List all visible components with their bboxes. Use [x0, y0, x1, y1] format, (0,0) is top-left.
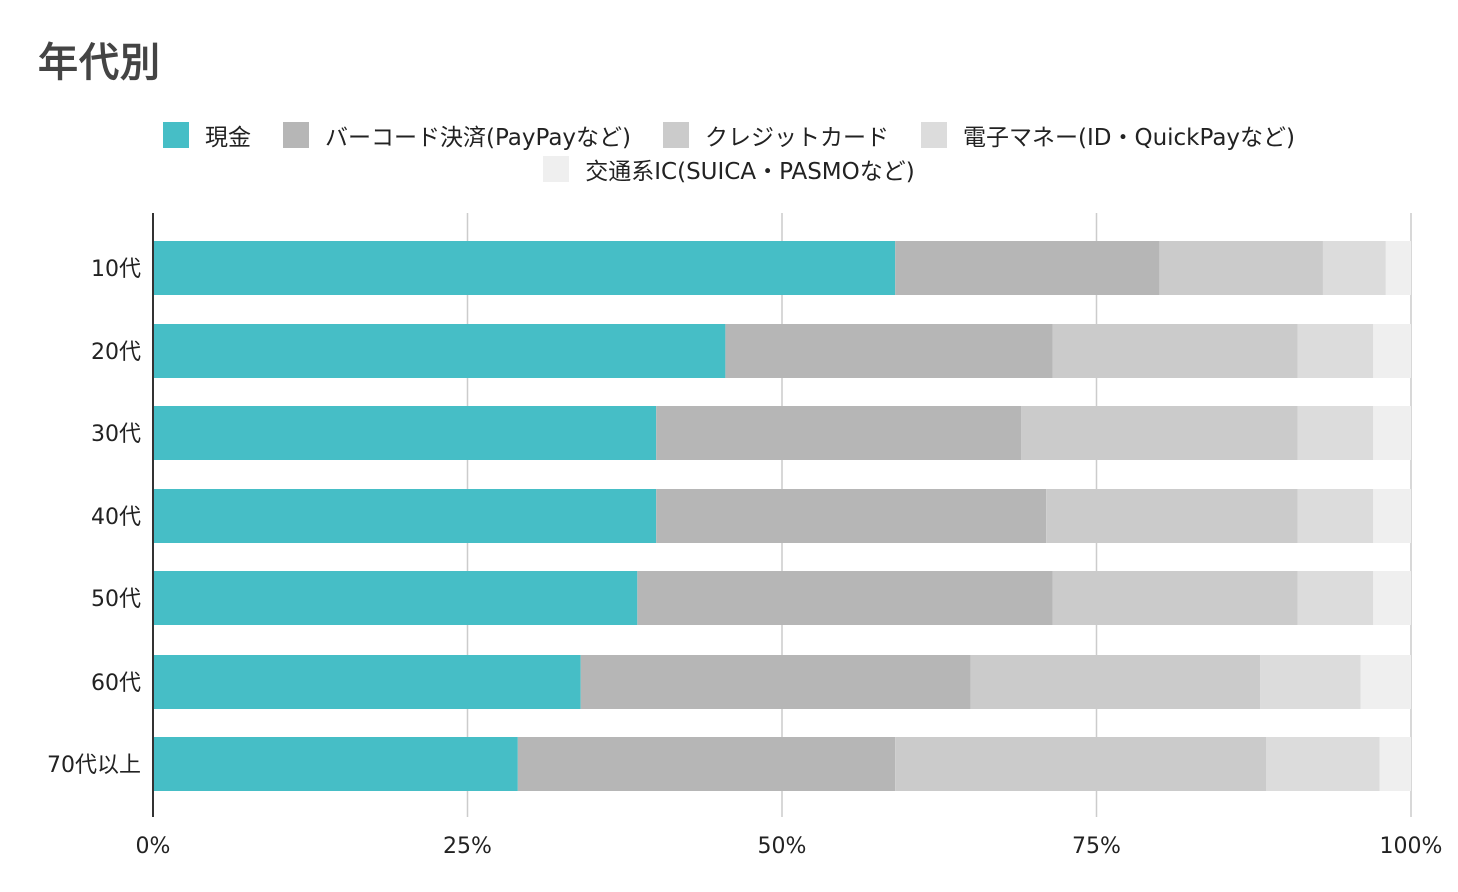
bar-segment [895, 737, 1267, 791]
bar-segment [1260, 655, 1361, 709]
y-tick-label: 10代 [91, 257, 141, 282]
bar-segment [153, 406, 657, 460]
bar-segment [153, 324, 726, 378]
bar-segment [1297, 489, 1374, 543]
legend-item-transit-ic[interactable]: 交通系IC(SUICA・PASMOなど) [543, 152, 915, 186]
y-tick-label: 40代 [91, 505, 141, 530]
bar-segment [1373, 571, 1411, 625]
bar-segment [656, 406, 1022, 460]
legend-row-2: 交通系IC(SUICA・PASMOなど) [0, 152, 1458, 186]
bar-segment [637, 571, 1053, 625]
bar-segment [1266, 737, 1380, 791]
legend-swatch [663, 122, 689, 148]
legend-label: 現金 [204, 125, 251, 151]
legend: 現金 バーコード決済(PayPayなど) クレジットカード 電子マネー(ID・Q… [0, 118, 1458, 186]
bar-segment [1322, 241, 1386, 295]
bar-segment [153, 655, 581, 709]
legend-item-credit-card[interactable]: クレジットカード [663, 118, 889, 152]
bar-segment [656, 489, 1047, 543]
bar-segment [1297, 324, 1374, 378]
y-tick-label: 70代以上 [47, 753, 141, 778]
y-tick-label: 60代 [91, 671, 141, 696]
legend-item-e-money[interactable]: 電子マネー(ID・QuickPayなど) [921, 118, 1295, 152]
bar-segment [153, 571, 638, 625]
y-tick-label: 20代 [91, 340, 141, 365]
bar-segment [970, 655, 1261, 709]
bar-segment [153, 241, 896, 295]
x-tick-label: 25% [443, 834, 492, 859]
bar-segment [1373, 489, 1411, 543]
bar-segment [1021, 406, 1298, 460]
bar-segment [1379, 737, 1411, 791]
y-tick-label: 50代 [91, 587, 141, 612]
bar-segment [725, 324, 1053, 378]
legend-swatch [282, 122, 309, 148]
bar-segment [1360, 655, 1411, 709]
bar-segment [1052, 324, 1298, 378]
bar-segment [1297, 571, 1374, 625]
bar-segment [580, 655, 971, 709]
legend-item-cash[interactable]: 現金 [162, 118, 251, 152]
bar-segment [1373, 406, 1411, 460]
bar-segment [153, 489, 657, 543]
legend-row-1: 現金 バーコード決済(PayPayなど) クレジットカード 電子マネー(ID・Q… [0, 118, 1458, 152]
bar-segment [1046, 489, 1298, 543]
bar-segment [1159, 241, 1323, 295]
y-tick-label: 30代 [91, 422, 141, 447]
bar-segment [1385, 241, 1411, 295]
x-tick-label: 50% [758, 834, 807, 859]
bar-segment [1297, 406, 1374, 460]
legend-label: バーコード決済(PayPayなど) [324, 125, 631, 151]
chart-title: 年代別 [38, 40, 161, 86]
legend-swatch [543, 156, 570, 182]
x-tick-label: 0% [136, 834, 171, 859]
legend-label: 交通系IC(SUICA・PASMOなど) [585, 159, 915, 185]
x-tick-label: 100% [1380, 834, 1443, 859]
x-tick-label: 75% [1072, 834, 1121, 859]
bar-segment [1373, 324, 1411, 378]
legend-label: クレジットカード [705, 125, 889, 151]
legend-item-barcode[interactable]: バーコード決済(PayPayなど) [282, 118, 631, 152]
legend-swatch [921, 122, 947, 148]
legend-label: 電子マネー(ID・QuickPayなど) [963, 125, 1296, 151]
bar-segment [517, 737, 896, 791]
bar-segment [895, 241, 1160, 295]
bar-segment [1052, 571, 1298, 625]
legend-swatch [162, 122, 189, 148]
bar-segment [153, 737, 518, 791]
